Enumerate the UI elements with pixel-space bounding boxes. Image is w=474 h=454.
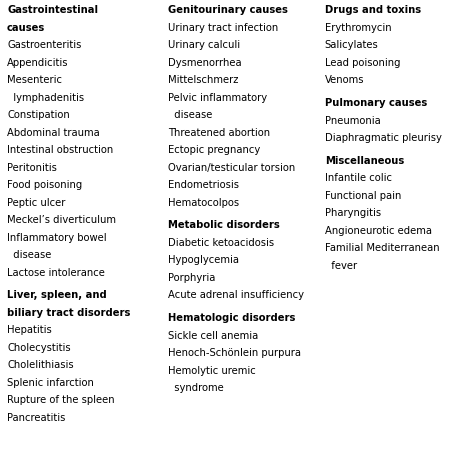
Text: Erythromycin: Erythromycin xyxy=(325,23,392,33)
Text: Infantile colic: Infantile colic xyxy=(325,173,392,183)
Text: Miscellaneous: Miscellaneous xyxy=(325,156,404,166)
Text: Cholecystitis: Cholecystitis xyxy=(7,343,71,353)
Text: Rupture of the spleen: Rupture of the spleen xyxy=(7,395,115,405)
Text: Diaphragmatic pleurisy: Diaphragmatic pleurisy xyxy=(325,133,442,143)
Text: Hypoglycemia: Hypoglycemia xyxy=(168,256,239,266)
Text: Lactose intolerance: Lactose intolerance xyxy=(7,267,105,278)
Text: Gastrointestinal: Gastrointestinal xyxy=(7,5,98,15)
Text: Hematocolpos: Hematocolpos xyxy=(168,197,239,208)
Text: Metabolic disorders: Metabolic disorders xyxy=(168,221,280,231)
Text: Acute adrenal insufficiency: Acute adrenal insufficiency xyxy=(168,291,304,301)
Text: Lead poisoning: Lead poisoning xyxy=(325,58,400,68)
Text: Ovarian/testicular torsion: Ovarian/testicular torsion xyxy=(168,163,295,173)
Text: Intestinal obstruction: Intestinal obstruction xyxy=(7,145,113,155)
Text: Constipation: Constipation xyxy=(7,110,70,120)
Text: Pancreatitis: Pancreatitis xyxy=(7,413,65,423)
Text: Hematologic disorders: Hematologic disorders xyxy=(168,313,296,323)
Text: Appendicitis: Appendicitis xyxy=(7,58,69,68)
Text: Angioneurotic edema: Angioneurotic edema xyxy=(325,226,432,236)
Text: Peritonitis: Peritonitis xyxy=(7,163,57,173)
Text: disease: disease xyxy=(168,110,213,120)
Text: disease: disease xyxy=(7,250,52,260)
Text: fever: fever xyxy=(325,261,357,271)
Text: Ectopic pregnancy: Ectopic pregnancy xyxy=(168,145,261,155)
Text: Threatened abortion: Threatened abortion xyxy=(168,128,270,138)
Text: causes: causes xyxy=(7,23,46,33)
Text: Pneumonia: Pneumonia xyxy=(325,116,381,126)
Text: Urinary tract infection: Urinary tract infection xyxy=(168,23,279,33)
Text: Meckel’s diverticulum: Meckel’s diverticulum xyxy=(7,215,116,225)
Text: Inflammatory bowel: Inflammatory bowel xyxy=(7,232,107,243)
Text: lymphadenitis: lymphadenitis xyxy=(7,93,84,103)
Text: Porphyria: Porphyria xyxy=(168,273,216,283)
Text: Familial Mediterranean: Familial Mediterranean xyxy=(325,243,439,253)
Text: biliary tract disorders: biliary tract disorders xyxy=(7,308,130,318)
Text: Mesenteric: Mesenteric xyxy=(7,75,62,85)
Text: Functional pain: Functional pain xyxy=(325,191,401,201)
Text: Gastroenteritis: Gastroenteritis xyxy=(7,40,82,50)
Text: Salicylates: Salicylates xyxy=(325,40,378,50)
Text: Sickle cell anemia: Sickle cell anemia xyxy=(168,331,258,340)
Text: Drugs and toxins: Drugs and toxins xyxy=(325,5,421,15)
Text: Endometriosis: Endometriosis xyxy=(168,180,239,190)
Text: syndrome: syndrome xyxy=(168,383,224,393)
Text: Henoch-Schönlein purpura: Henoch-Schönlein purpura xyxy=(168,348,301,358)
Text: Cholelithiasis: Cholelithiasis xyxy=(7,360,74,370)
Text: Liver, spleen, and: Liver, spleen, and xyxy=(7,291,107,301)
Text: Food poisoning: Food poisoning xyxy=(7,180,82,190)
Text: Dysmenorrhea: Dysmenorrhea xyxy=(168,58,242,68)
Text: Hemolytic uremic: Hemolytic uremic xyxy=(168,365,256,375)
Text: Peptic ulcer: Peptic ulcer xyxy=(7,197,65,208)
Text: Pelvic inflammatory: Pelvic inflammatory xyxy=(168,93,267,103)
Text: Diabetic ketoacidosis: Diabetic ketoacidosis xyxy=(168,238,274,248)
Text: Venoms: Venoms xyxy=(325,75,364,85)
Text: Mittelschmerz: Mittelschmerz xyxy=(168,75,238,85)
Text: Splenic infarction: Splenic infarction xyxy=(7,378,94,388)
Text: Abdominal trauma: Abdominal trauma xyxy=(7,128,100,138)
Text: Genitourinary causes: Genitourinary causes xyxy=(168,5,288,15)
Text: Hepatitis: Hepatitis xyxy=(7,326,52,336)
Text: Pulmonary causes: Pulmonary causes xyxy=(325,98,427,108)
Text: Pharyngitis: Pharyngitis xyxy=(325,208,381,218)
Text: Urinary calculi: Urinary calculi xyxy=(168,40,240,50)
